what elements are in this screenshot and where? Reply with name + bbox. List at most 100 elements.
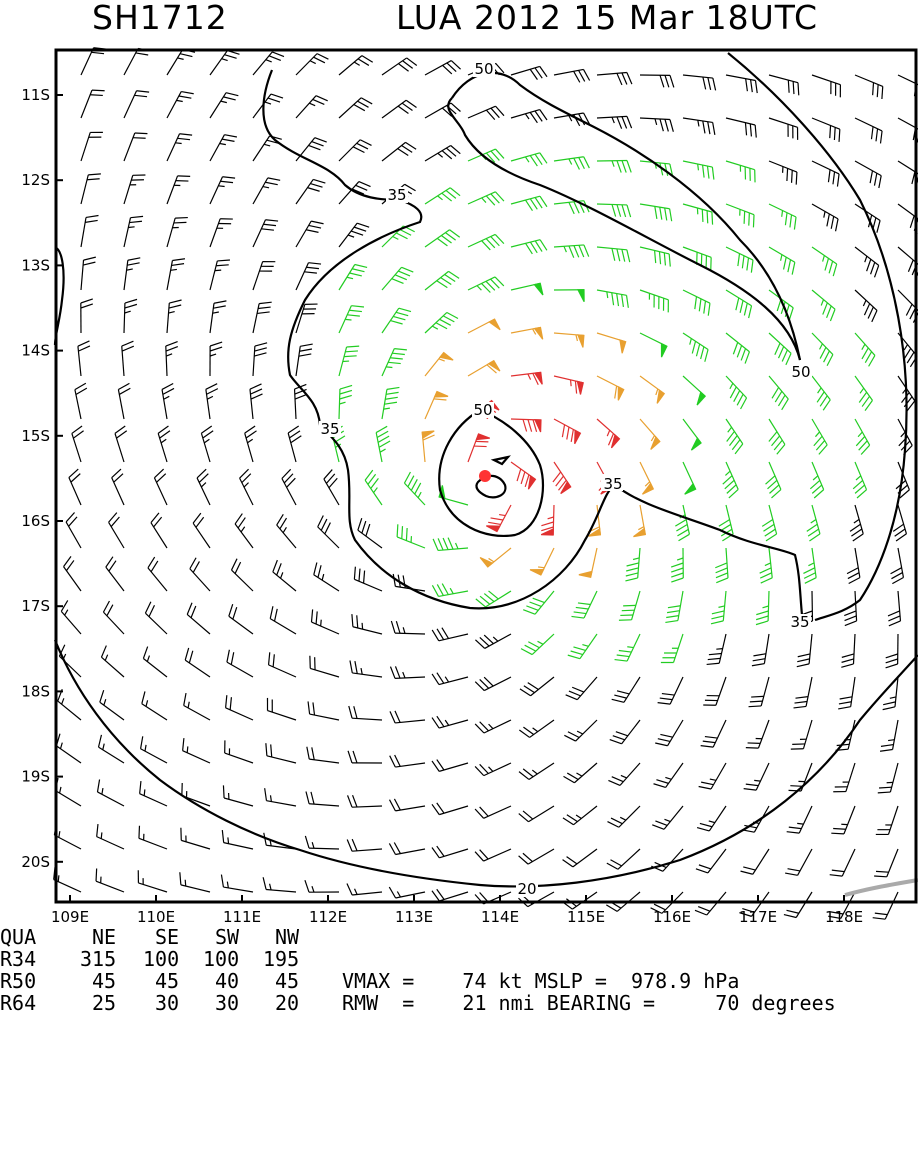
wind-barb: [81, 257, 96, 290]
contour-35-outer: [728, 53, 907, 620]
wind-barb: [253, 220, 278, 247]
wind-barb: [72, 426, 84, 462]
wind-barb: [807, 505, 820, 541]
wind-barb: [749, 677, 769, 707]
radii-sw: 40: [215, 970, 239, 992]
wind-barb: [221, 875, 253, 892]
wind-barb: [253, 178, 280, 204]
wind-barb: [683, 118, 715, 135]
wind-barb: [810, 462, 823, 498]
wind-barb: [850, 505, 863, 541]
wind-barb: [563, 849, 597, 867]
wind-barb: [167, 49, 195, 75]
radii-se: 45: [155, 970, 179, 992]
wind-barb: [389, 843, 425, 855]
storm-center-dot: [479, 470, 491, 482]
wind-barb: [878, 763, 898, 793]
wind-barb: [741, 849, 769, 874]
wind-barb: [148, 557, 167, 591]
wind-barb: [81, 132, 103, 161]
wind-barb: [597, 116, 632, 128]
wind-barb: [295, 384, 307, 419]
wind-barb: [382, 58, 417, 75]
wind-barb: [158, 426, 170, 462]
wind-barb: [296, 96, 328, 118]
wind-barb: [97, 824, 124, 849]
wind-barb: [55, 778, 81, 806]
wind-barb: [193, 513, 210, 548]
wind-barb: [124, 258, 140, 290]
radii-se: 100: [143, 948, 179, 970]
wind-barb: [425, 145, 460, 161]
lon-label: 118E: [825, 908, 863, 926]
wind-barb: [339, 306, 364, 333]
wind-barb: [432, 628, 468, 641]
wind-barb: [391, 621, 425, 634]
wind-barb: [695, 892, 726, 915]
lat-label: 12S: [21, 171, 50, 189]
wind-barb: [425, 230, 460, 247]
wind-barb: [723, 462, 738, 498]
wind-barb: [296, 304, 318, 333]
wind-barb: [106, 557, 124, 591]
wind-barb: [308, 701, 339, 720]
wind-barbs: [54, 48, 918, 919]
wind-barb: [480, 548, 511, 567]
wind-barb: [640, 462, 653, 494]
wind-barb: [640, 204, 672, 221]
lon-label: 116E: [653, 908, 691, 926]
wind-barb: [267, 698, 296, 720]
wind-barb: [277, 514, 296, 548]
wind-barb: [253, 302, 272, 333]
radii-ne: 315: [80, 948, 116, 970]
contour-label: 50: [791, 363, 810, 381]
wind-barb: [769, 376, 788, 410]
wind-barb: [785, 849, 812, 875]
wind-barb: [519, 849, 554, 864]
wind-barb: [422, 431, 434, 462]
contour-label: 35: [790, 613, 809, 631]
wind-barb: [715, 548, 728, 583]
wind-barb: [103, 601, 124, 634]
wind-barb: [855, 376, 872, 411]
wind-barb: [314, 563, 339, 591]
wind-barb: [756, 591, 769, 625]
contour-label: 35: [320, 420, 339, 438]
wind-barb: [339, 98, 372, 118]
wind-barb: [769, 333, 791, 365]
wind-radii-row: R64 25 30 30 20 RMW = 21 nmi BEARING = 7…: [0, 992, 48, 1014]
wind-barb: [240, 469, 253, 505]
contour-label: 20: [517, 880, 536, 898]
wind-barb: [269, 652, 296, 677]
wind-barb: [597, 247, 630, 262]
wind-barb: [607, 849, 640, 869]
contour-label: 50: [473, 401, 492, 419]
lon-label: 112E: [309, 908, 347, 926]
radii-nw: 195: [263, 948, 299, 970]
wind-barb: [167, 176, 190, 204]
wind-barb: [432, 716, 468, 728]
wind-barb: [830, 849, 855, 876]
wind-barb: [227, 650, 253, 677]
wind-barb: [530, 548, 554, 575]
wind-radii-header-row: QUA NE SE SW NW: [0, 926, 48, 948]
wind-barb: [166, 342, 178, 376]
wind-barb: [697, 806, 726, 831]
wind-barb: [151, 513, 167, 548]
wind-barb: [564, 763, 597, 783]
lon-label: 110E: [137, 908, 175, 926]
wind-barb: [354, 567, 382, 591]
radii-ne: 45: [92, 970, 116, 992]
wind-barb: [339, 56, 373, 75]
wind-barb: [190, 558, 210, 591]
wind-barb: [838, 677, 855, 709]
wind-barb: [787, 806, 812, 833]
wind-barb: [511, 327, 543, 339]
wind-barb: [124, 299, 137, 333]
wind-barb: [769, 118, 798, 140]
wind-radii-row: R50 45 45 40 45 VMAX = 74 kt MSLP = 978.…: [0, 970, 48, 992]
wind-barb: [81, 215, 99, 247]
wind-barb: [382, 267, 413, 290]
wind-barb: [210, 93, 238, 118]
wind-barb: [404, 472, 425, 505]
